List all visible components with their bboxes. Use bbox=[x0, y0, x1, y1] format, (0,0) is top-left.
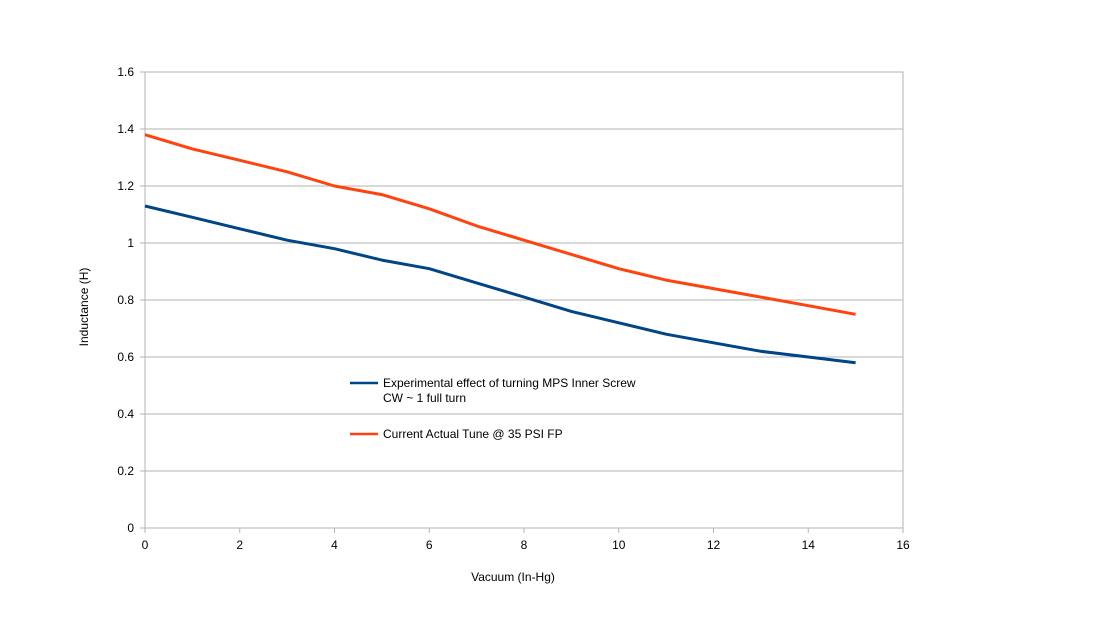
series-lines bbox=[144, 133, 856, 365]
y-tick-label-3: 0.6 bbox=[117, 350, 134, 364]
x-axis-title: Vacuum (In-Hg) bbox=[471, 570, 555, 584]
x-tick-label-5: 10 bbox=[612, 538, 626, 552]
y-tick-label-0: 0 bbox=[127, 521, 134, 535]
legend-label-0-1: CW ~ 1 full turn bbox=[383, 391, 466, 405]
x-tick-label-6: 12 bbox=[707, 538, 721, 552]
legend-label-0-0: Experimental effect of turning MPS Inner… bbox=[383, 376, 636, 390]
y-axis-title: Inductance (H) bbox=[77, 268, 91, 347]
legend: Experimental effect of turning MPS Inner… bbox=[350, 376, 636, 441]
x-tick-label-8: 16 bbox=[896, 538, 910, 552]
y-axis-ticks: 0 0.2 0.4 0.6 0.8 1 1.2 1.4 1.6 bbox=[117, 65, 145, 535]
x-tick-label-3: 6 bbox=[426, 538, 433, 552]
legend-label-1-0: Current Actual Tune @ 35 PSI FP bbox=[383, 427, 563, 441]
y-tick-label-1: 0.2 bbox=[117, 464, 134, 478]
gridlines bbox=[145, 71, 903, 529]
y-tick-label-8: 1.6 bbox=[117, 65, 134, 79]
x-tick-label-1: 2 bbox=[236, 538, 243, 552]
x-tick-label-7: 14 bbox=[802, 538, 816, 552]
y-tick-label-7: 1.4 bbox=[117, 122, 134, 136]
series-line-1 bbox=[144, 133, 856, 316]
y-tick-label-2: 0.4 bbox=[117, 407, 134, 421]
y-tick-label-5: 1 bbox=[127, 236, 134, 250]
x-tick-label-2: 4 bbox=[331, 538, 338, 552]
x-tick-label-0: 0 bbox=[142, 538, 149, 552]
y-tick-label-6: 1.2 bbox=[117, 179, 134, 193]
series-line-0 bbox=[144, 204, 856, 365]
x-tick-label-4: 8 bbox=[521, 538, 528, 552]
y-tick-label-4: 0.8 bbox=[117, 293, 134, 307]
x-axis-ticks: 0 2 4 6 8 10 12 14 16 bbox=[142, 528, 910, 552]
